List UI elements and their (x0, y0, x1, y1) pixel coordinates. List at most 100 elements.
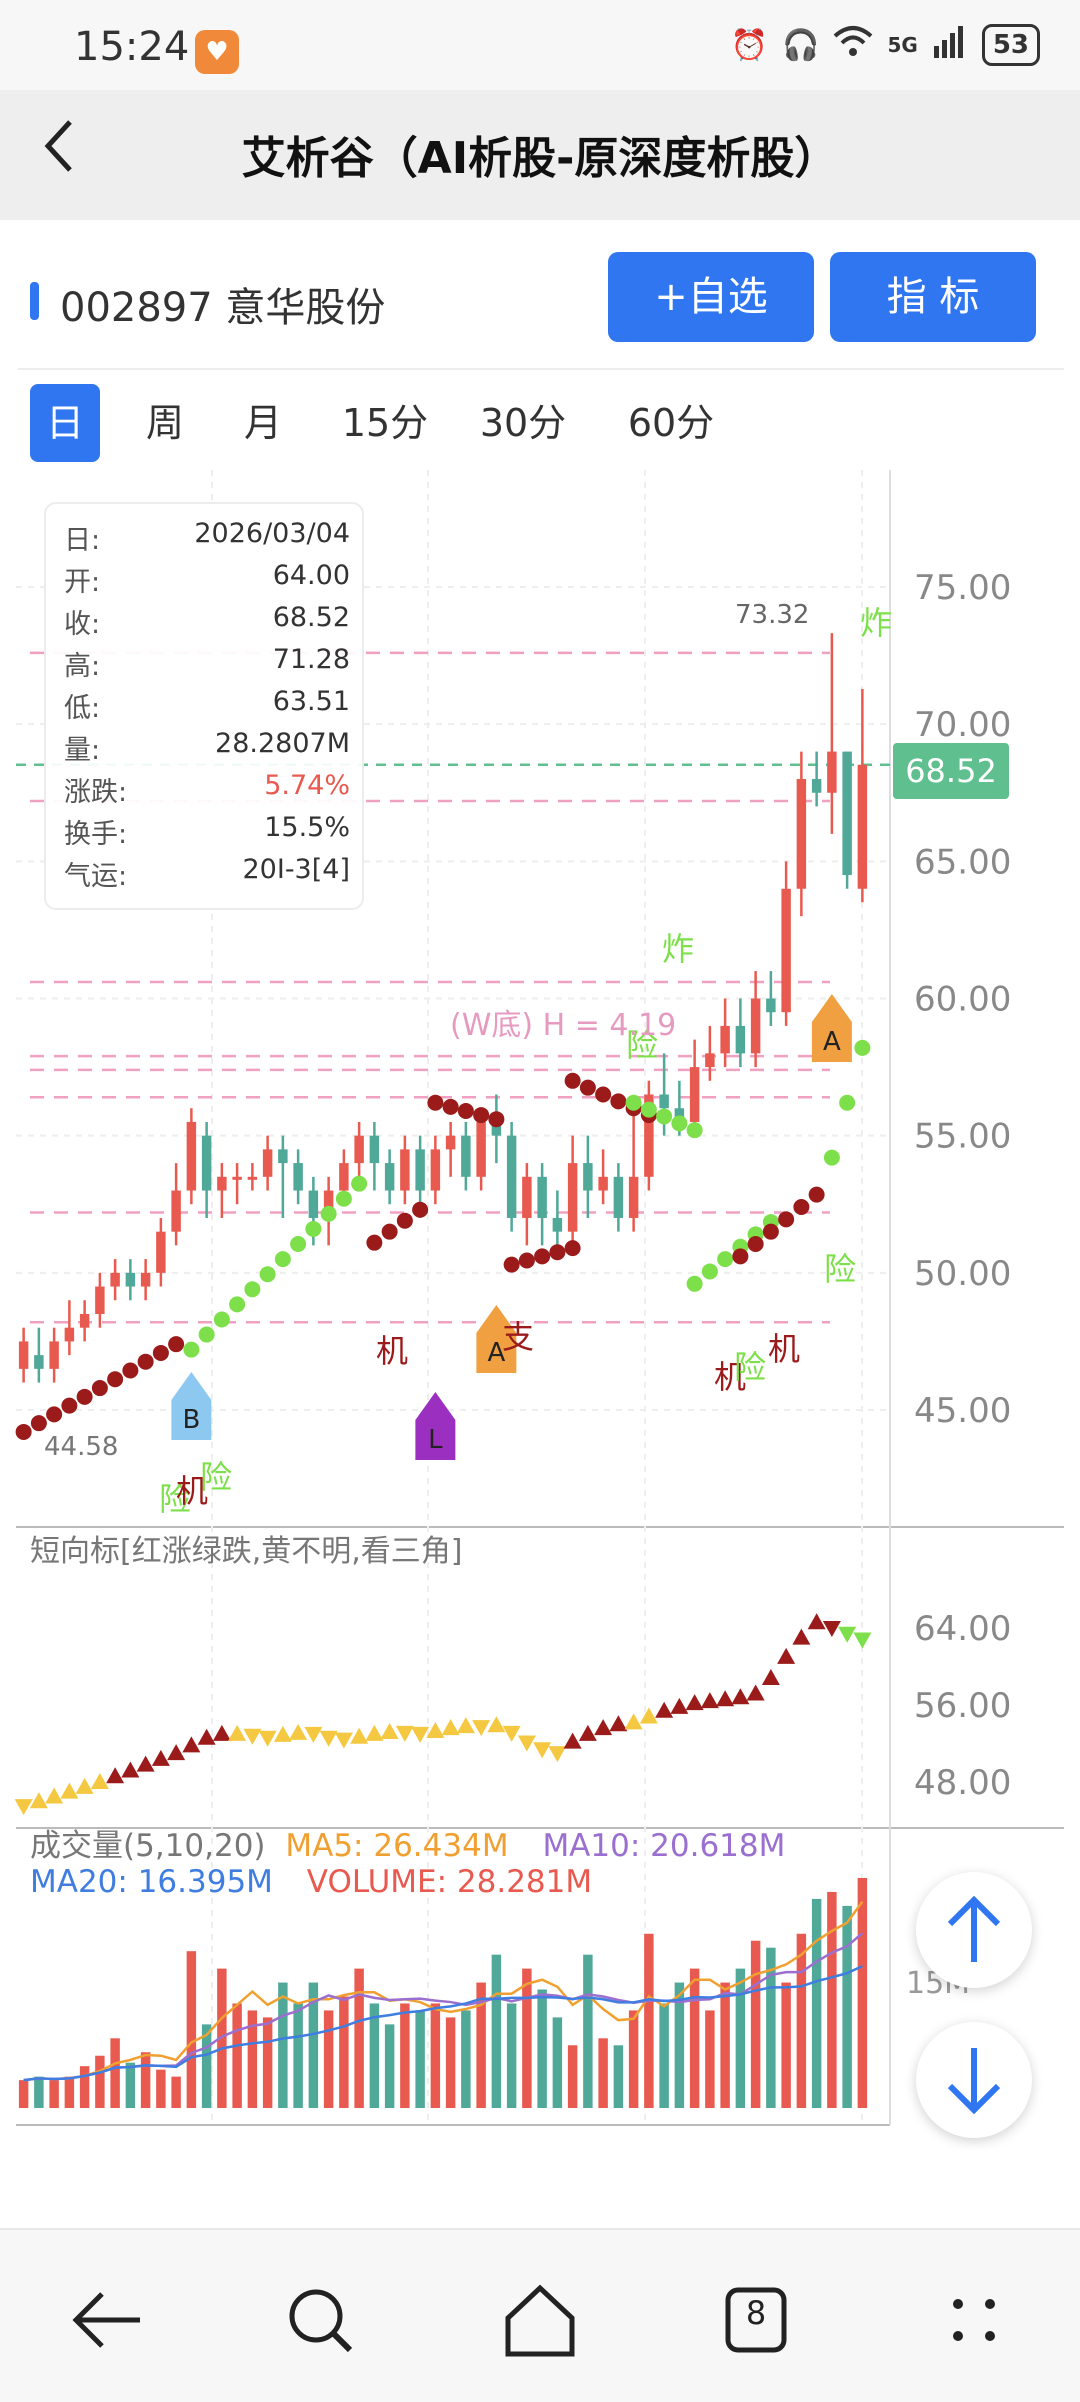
stock-marker (30, 282, 39, 320)
volume-bar (262, 2017, 273, 2108)
ma-line (23, 1965, 863, 2082)
chevron-left-icon[interactable] (38, 116, 98, 196)
candle-body (674, 1108, 685, 1122)
volume-bar (384, 2024, 395, 2108)
volume-bar (171, 2076, 181, 2108)
tab-4[interactable]: 30分 (479, 401, 567, 445)
trend-triangle (502, 1725, 521, 1742)
candle-body (796, 779, 807, 889)
trend-triangle (700, 1692, 719, 1709)
trend-triangle (685, 1694, 704, 1711)
trend-triangle (609, 1715, 628, 1732)
trend-triangle (75, 1777, 94, 1794)
volume-bar (217, 1968, 227, 2108)
candle-body (430, 1149, 441, 1191)
scroll-down-button[interactable] (916, 2022, 1032, 2138)
volume-bar (766, 1947, 776, 2108)
tabs-icon[interactable]: 8 (706, 2270, 806, 2370)
peak-price-label: 73.32 (735, 600, 810, 630)
scroll-up-button[interactable] (916, 1872, 1032, 1988)
candle-body (537, 1176, 547, 1218)
signal-dot (396, 1212, 413, 1229)
signal-dot (534, 1248, 551, 1265)
trend-triangle (456, 1717, 475, 1734)
status-bar: 15:24 ♥ ⏰ 🎧 5G 53 (0, 0, 1080, 90)
indicator-button[interactable]: 指 标 (830, 252, 1036, 342)
signal-annotation: 险 (626, 1026, 658, 1064)
trend-triangle (548, 1746, 567, 1763)
info-label: 收: (64, 609, 101, 640)
trend-triangle (533, 1742, 552, 1759)
volume-bar (659, 2003, 669, 2108)
current-price-tag: 68.52 (893, 743, 1009, 799)
trend-triangle (14, 1799, 33, 1816)
volume-bar (186, 1951, 197, 2108)
trend-triangle (60, 1782, 79, 1799)
volume-bar (613, 2045, 624, 2108)
menu-icon[interactable] (924, 2270, 1024, 2370)
volume-bar (18, 2080, 29, 2108)
home-icon[interactable] (490, 2270, 590, 2370)
signal-dot (656, 1108, 673, 1125)
signal-dot (686, 1122, 703, 1139)
tab-3[interactable]: 15分 (341, 401, 429, 445)
trend-triangle (350, 1727, 369, 1744)
volume-bar (34, 2076, 44, 2108)
candle-body (308, 1190, 319, 1218)
trend-triangle (365, 1724, 384, 1741)
signal-dot (732, 1248, 749, 1265)
volume-bar (522, 1968, 532, 2108)
y-tick-label: 48.00 (914, 1763, 1011, 1803)
signal-dot (412, 1201, 429, 1218)
trend-triangle (426, 1721, 445, 1738)
search-icon[interactable] (272, 2270, 372, 2370)
candle-body (644, 1094, 654, 1177)
volume-bar (750, 1940, 761, 2108)
battery-icon: 53 (981, 24, 1040, 66)
signal-dot (381, 1223, 398, 1240)
info-label: 开: (64, 567, 101, 598)
marker-label: A (823, 1027, 841, 1057)
volume-bar (110, 2038, 120, 2108)
signal-dot (442, 1098, 459, 1115)
trend-triangle (472, 1720, 491, 1737)
y-tick-label: 70.00 (914, 705, 1011, 745)
add-watchlist-button[interactable]: +自选 (608, 252, 814, 342)
short-trend-title: 短向标[红涨绿跌,黄不明,看三角] (30, 1534, 463, 1569)
volume-bar (796, 1933, 807, 2108)
tab-5[interactable]: 60分 (627, 401, 715, 445)
candle-body (811, 779, 822, 793)
info-row: 低: 63.51 (64, 686, 350, 726)
signal-dot (152, 1344, 169, 1361)
marker-badge (476, 1305, 517, 1373)
volume-bar (811, 1898, 822, 2108)
tab-1[interactable]: 周 (145, 401, 184, 445)
candle-body (18, 1341, 29, 1369)
trend-triangle (487, 1716, 506, 1733)
signal-dot (579, 1079, 596, 1096)
signal-dot (30, 1415, 47, 1432)
status-icons: ⏰ 🎧 5G 53 (731, 24, 1040, 66)
signal-dot (488, 1111, 505, 1128)
info-value: 15.5% (264, 812, 350, 843)
y-tick-label: 50.00 (914, 1254, 1011, 1294)
info-box: 日: 2026/03/04 开: 64.00 收: 68.52 高: 71.28 低: 63.51… (44, 502, 364, 910)
tab-0[interactable]: 日 (30, 384, 100, 462)
tab-2[interactable]: 月 (243, 401, 282, 445)
ma5-legend: MA5: 26.434M (285, 1828, 509, 1864)
signal-dot (183, 1341, 200, 1358)
signal-dot (595, 1086, 612, 1103)
signal-dot (717, 1251, 734, 1268)
candle-body (750, 998, 761, 1054)
signal-dot (290, 1236, 307, 1253)
volume-legend-value: VOLUME: 28.281M (306, 1864, 593, 1900)
volume-bar (140, 2052, 151, 2108)
volume-bar (156, 2069, 166, 2108)
volume-bar (125, 2062, 136, 2108)
back-arrow-icon[interactable] (58, 2270, 158, 2370)
trend-triangle (563, 1732, 582, 1749)
status-time: 15:24 (74, 24, 190, 70)
candle-body (857, 764, 868, 889)
trend-triangle (411, 1726, 430, 1743)
candle-body (613, 1176, 624, 1218)
